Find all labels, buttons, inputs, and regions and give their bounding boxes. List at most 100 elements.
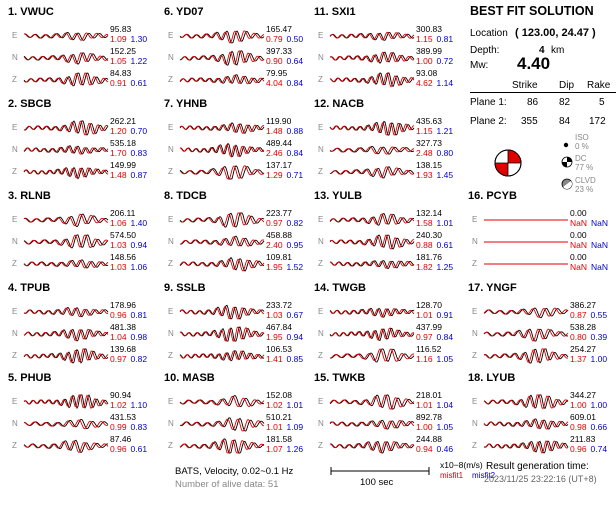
synthetic-trace [329, 146, 415, 155]
waveform-trace [179, 74, 265, 85]
waveform-trace [23, 213, 109, 228]
misfit1-value: 1.09 [110, 34, 127, 44]
dc-icon [561, 156, 573, 168]
component-label: E [318, 123, 324, 132]
synthetic-trace [179, 212, 265, 228]
misfit2-value: 1.00 [590, 354, 608, 364]
misfit-values: 1.16 1.05 [416, 354, 453, 364]
synthetic-trace [179, 395, 265, 408]
misfit1-value: 1.95 [266, 262, 283, 272]
component-label: Z [318, 259, 323, 268]
misfit2-value: 0.82 [130, 354, 148, 364]
amplitude-value: 0.00 [570, 252, 587, 262]
misfit2-value: 0.71 [286, 170, 304, 180]
misfit-values: 1.07 1.26 [266, 444, 303, 454]
waveform-trace [329, 51, 415, 64]
misfit-values: 1.48 0.87 [110, 170, 147, 180]
amplitude-value: 262.21 [110, 116, 136, 126]
station-3: 3. RLNB E 206.11 1.06 1.40 N 574.50 1.03 0.94 Z 14… [0, 184, 150, 276]
misfit-values: 1.01 1.09 [266, 422, 303, 432]
misfit1-value: 1.00 [416, 56, 433, 66]
waveform-trace [329, 440, 415, 454]
plane2-dip: 84 [559, 116, 571, 127]
observed-trace [23, 72, 109, 87]
synthetic-trace [483, 348, 569, 363]
misfit-values: 0.97 0.82 [266, 218, 303, 228]
misfit1-value: 1.03 [266, 310, 283, 320]
station-9: 9. SSLB E 233.72 1.03 0.67 N 467.84 1.95 0.94 Z 10… [156, 276, 306, 368]
amplitude-value: 206.11 [110, 208, 136, 218]
amplitude-value: 211.83 [570, 434, 596, 444]
amplitude-value: 119.90 [266, 116, 292, 126]
misfit-values: 1.04 0.98 [110, 332, 147, 342]
depth-unit: km [551, 45, 565, 56]
waveform-trace [179, 256, 265, 272]
synthetic-trace [483, 418, 569, 430]
misfit-values: 1.95 1.52 [266, 262, 303, 272]
station-17: 17. YNGF E 386.27 0.87 0.55 N 538.28 0.80 0.39 Z 2… [460, 276, 610, 368]
waveform-trace [179, 30, 265, 44]
component-label: E [318, 397, 324, 406]
misfit2-value: 0.61 [436, 240, 454, 250]
station-title: 17. YNGF [468, 282, 517, 294]
amplitude-value: 138.15 [416, 160, 442, 170]
misfit2-value: 0.39 [590, 332, 608, 342]
misfit-values: 1.70 0.83 [110, 148, 147, 158]
waveform-trace [179, 142, 265, 158]
synthetic-trace [329, 394, 415, 410]
misfit-values: 1.37 1.00 [570, 354, 607, 364]
component-label: E [168, 31, 174, 40]
synthetic-trace [23, 213, 109, 227]
plane1-strike: 86 [527, 97, 539, 108]
result-time: 2023/11/25 23:22:16 (UT+8) [484, 474, 597, 484]
waveform-trace [483, 348, 569, 364]
amplitude-value: 0.00 [570, 230, 587, 240]
station-title: 5. PHUB [8, 372, 52, 384]
misfit1-value: 0.99 [110, 422, 127, 432]
station-11: 11. SXI1 E 300.83 1.15 0.81 N 389.99 1.00 0.72 Z 9… [306, 0, 456, 92]
amplitude-value: 240.30 [416, 230, 442, 240]
waveform-trace [483, 440, 569, 454]
misfit2-value: 1.05 [436, 354, 454, 364]
component-label: E [318, 215, 324, 224]
amplitude-value: 389.99 [416, 46, 442, 56]
synthetic-trace [23, 394, 109, 410]
misfit-values: 0.96 0.61 [110, 444, 147, 454]
misfit2-value: 0.84 [286, 78, 304, 88]
observed-trace [483, 440, 569, 454]
component-label: E [12, 397, 18, 406]
misfit-values: 1.01 1.04 [416, 400, 453, 410]
plane1-dip: 82 [559, 97, 571, 108]
misfit-values: 1.82 1.25 [416, 262, 453, 272]
component-label: E [12, 215, 18, 224]
misfit1-value: NaN [570, 218, 588, 228]
misfit2-value: 0.74 [590, 444, 608, 454]
observed-trace [179, 142, 265, 158]
amplitude-value: 165.47 [266, 24, 292, 34]
misfit1-value: 0.91 [110, 78, 127, 88]
component-label: Z [12, 441, 17, 450]
synthetic-trace [23, 348, 109, 363]
misfit2-value: 1.04 [436, 400, 454, 410]
station-1: 1. VWUC E 95.83 1.09 1.30 N 152.25 1.05 1.22 Z 84.… [0, 0, 150, 92]
amplitude-value: 435.63 [416, 116, 442, 126]
component-label: N [168, 329, 174, 338]
misfit1-value: 1.04 [110, 332, 127, 342]
component-label: E [168, 397, 174, 406]
observed-trace [179, 50, 265, 66]
amplitude-value: 510.21 [266, 412, 292, 422]
amplitude-value: 397.33 [266, 46, 292, 56]
amplitude-value: 431.53 [110, 412, 136, 422]
waveform-trace [23, 306, 109, 318]
misfit-values: 1.01 0.91 [416, 310, 453, 320]
waveform-trace [179, 50, 265, 66]
component-label: E [168, 307, 174, 316]
misfit2-value: NaN [591, 262, 609, 272]
misfit-values: 2.46 0.84 [266, 148, 303, 158]
misfit-values: 1.15 1.21 [416, 126, 453, 136]
amplitude-value: 87.46 [110, 434, 132, 444]
waveform-trace [329, 145, 415, 155]
waveform-trace [179, 350, 265, 362]
synthetic-trace [329, 419, 415, 430]
amplitude-value: 93.08 [416, 68, 438, 78]
